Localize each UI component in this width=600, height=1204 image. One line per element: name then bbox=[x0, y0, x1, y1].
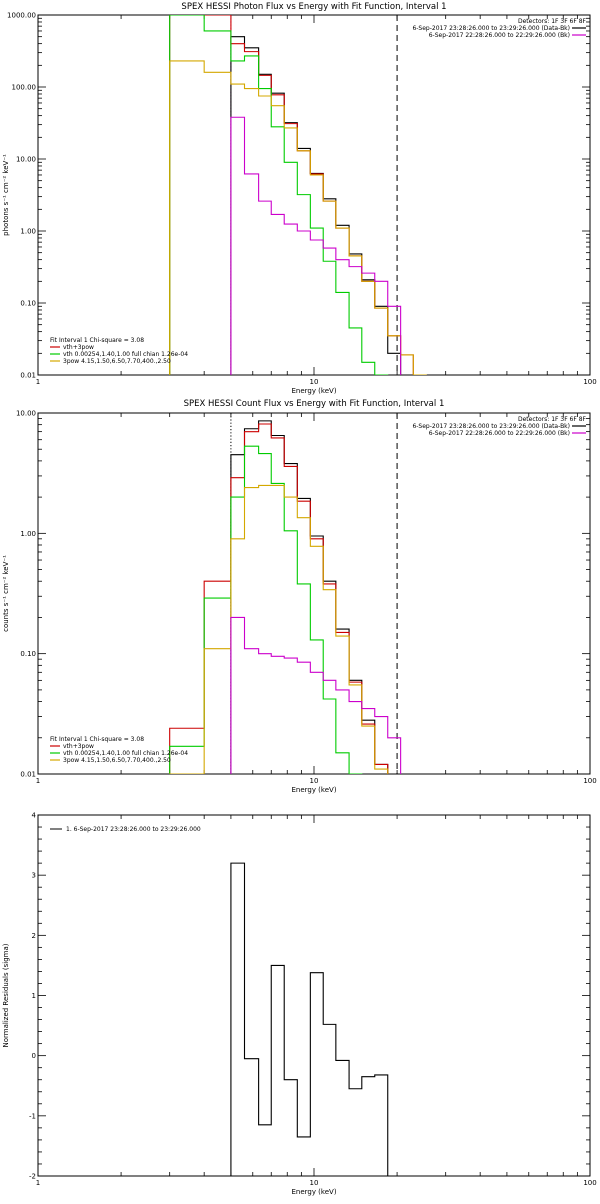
series-background-line bbox=[230, 116, 402, 375]
y-axis-label: Normalized Residuals (sigma) bbox=[2, 943, 10, 1047]
x-tick-label: 100 bbox=[583, 378, 596, 386]
y-tick-label: 0.10 bbox=[20, 300, 36, 308]
y-axis-label: counts s⁻¹ cm⁻² keV⁻¹ bbox=[2, 555, 10, 632]
x-tick-label: 100 bbox=[583, 1179, 596, 1187]
series-group bbox=[169, 15, 427, 375]
y-tick-label: -2 bbox=[29, 1173, 36, 1181]
y-tick-label: 1.00 bbox=[20, 228, 36, 236]
legend-header: Detectors: 1F 3F 6F 8F bbox=[518, 416, 587, 423]
x-tick-label: 1 bbox=[36, 378, 40, 386]
x-tick-label: 10 bbox=[310, 378, 319, 386]
y-tick-label: 3 bbox=[32, 872, 36, 880]
series-data-line bbox=[230, 420, 389, 774]
legend-entry-label: 6-Sep-2017 22:28:26.000 to 22:29:26.000 … bbox=[429, 430, 570, 437]
legend-entry-label: 6-Sep-2017 22:28:26.000 to 22:29:26.000 … bbox=[429, 32, 570, 39]
legend-bottom-left: Fit Interval 1 Chi-square = 3.08vth+3pow… bbox=[50, 337, 188, 365]
legend-entry-label: vth 0.00254,1.40,1.00 full chian 1.26e-0… bbox=[63, 750, 188, 757]
y-tick-label: 10.00 bbox=[16, 410, 36, 418]
chart-panel-3: 1 10 100 Energy (keV) -2 -1 0 1 2 3 4 Normalized Re… bbox=[2, 812, 597, 1197]
y-tick-label: 100.00 bbox=[12, 84, 37, 92]
x-axis-label: Energy (keV) bbox=[291, 786, 336, 794]
series-background-line bbox=[230, 616, 402, 774]
legend-header: Detectors: 1F 3F 6F 8F bbox=[518, 18, 587, 25]
y-tick-label: 0.01 bbox=[20, 372, 36, 380]
y-tick-label: 0.01 bbox=[20, 771, 36, 779]
plot-frame bbox=[37, 412, 591, 775]
x-tick-label: 1 bbox=[36, 777, 40, 785]
series-pow-line bbox=[169, 60, 427, 375]
legend-top-right: Detectors: 1F 3F 6F 8F6-Sep-2017 23:28:2… bbox=[412, 416, 586, 437]
y-tick-label: 4 bbox=[32, 812, 37, 820]
y-axis-label: photons s⁻¹ cm⁻² keV⁻¹ bbox=[2, 154, 10, 236]
legend-top-right: Detectors: 1F 3F 6F 8F6-Sep-2017 23:28:2… bbox=[412, 18, 586, 39]
series-pow-line bbox=[169, 484, 389, 774]
y-tick-label: 1000.00 bbox=[7, 12, 36, 20]
series-group bbox=[230, 862, 389, 1176]
y-tick-label: 0.10 bbox=[20, 650, 36, 658]
plot-frame bbox=[37, 814, 591, 1177]
chart-panel-2: SPEX HESSI Count Flux vs Energy with Fit… bbox=[2, 399, 597, 794]
legend-entry-label: vth+3pow bbox=[63, 743, 94, 750]
x-tick-label: 100 bbox=[583, 777, 596, 785]
series-total-line bbox=[169, 423, 389, 774]
legend-entry-label: 3pow 4.15,1.50,6.50,7.70,400.,2.50 bbox=[63, 757, 171, 764]
y-tick-label: 0 bbox=[32, 1052, 36, 1060]
legend-entry-label: 6-Sep-2017 23:28:26.000 to 23:29:26.000 … bbox=[412, 423, 570, 430]
x-axis-label: Energy (keV) bbox=[291, 387, 336, 395]
legend-fit-header: Fit Interval 1 Chi-square = 3.08 bbox=[50, 337, 144, 344]
legend-fit-header: Fit Interval 1 Chi-square = 3.08 bbox=[50, 736, 144, 743]
x-axis-label: Energy (keV) bbox=[291, 1188, 336, 1196]
x-tick-label: 10 bbox=[310, 1179, 319, 1187]
y-tick-label: 1.00 bbox=[20, 530, 36, 538]
legend-top-left: 1. 6-Sep-2017 23:28:26.000 to 23:29:26.0… bbox=[50, 826, 201, 833]
chart-title: SPEX HESSI Photon Flux vs Energy with Fi… bbox=[181, 2, 446, 12]
series-residual-line bbox=[230, 862, 389, 1176]
plot-frame bbox=[37, 14, 591, 376]
chart-title: SPEX HESSI Count Flux vs Energy with Fit… bbox=[184, 399, 445, 409]
legend-entry-label: vth+3pow bbox=[63, 344, 94, 351]
series-group bbox=[169, 420, 402, 774]
legend-entry-label: vth 0.00254,1.40,1.00 full chian 1.26e-0… bbox=[63, 351, 188, 358]
y-tick-label: 2 bbox=[32, 932, 36, 940]
x-tick-label: 1 bbox=[36, 1179, 40, 1187]
x-tick-label: 10 bbox=[310, 777, 319, 785]
y-tick-label: 10.00 bbox=[16, 156, 36, 164]
y-tick-label: -1 bbox=[29, 1112, 36, 1120]
legend-entry-label: 3pow 4.15,1.50,6.50,7.70,400.,2.50 bbox=[63, 358, 171, 365]
legend-bottom-left: Fit Interval 1 Chi-square = 3.08vth+3pow… bbox=[50, 736, 188, 764]
legend-entry-label: 1. 6-Sep-2017 23:28:26.000 to 23:29:26.0… bbox=[66, 826, 201, 833]
series-vth-line bbox=[169, 15, 389, 375]
series-vth-line bbox=[169, 445, 363, 774]
chart-panel-1: SPEX HESSI Photon Flux vs Energy with Fi… bbox=[2, 2, 597, 395]
y-tick-label: 1 bbox=[32, 992, 36, 1000]
legend-entry-label: 6-Sep-2017 23:28:26.000 to 23:29:26.000 … bbox=[412, 25, 570, 32]
